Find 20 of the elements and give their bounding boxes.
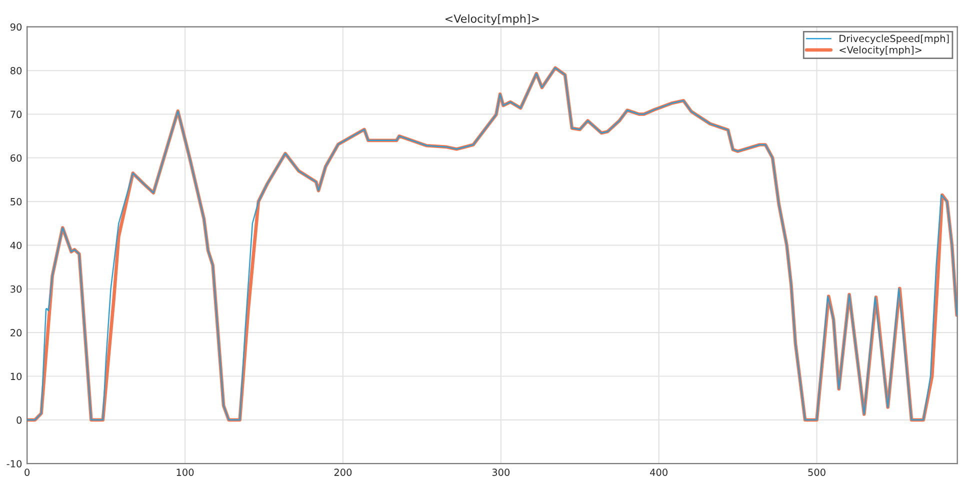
chart-title: <Velocity[mph]> — [445, 14, 539, 25]
x-tick-label: 100 — [176, 468, 194, 476]
y-tick-label: 30 — [10, 285, 22, 293]
y-tick-label: 10 — [10, 372, 22, 380]
y-tick-label: 0 — [16, 416, 22, 424]
legend-label: DrivecycleSpeed[mph] — [840, 34, 949, 44]
y-tick-label: 40 — [10, 242, 22, 250]
x-tick-label: 0 — [24, 468, 30, 476]
y-tick-label: 90 — [10, 23, 22, 31]
y-tick-label: 20 — [10, 329, 22, 336]
y-tick-label: 80 — [10, 66, 22, 74]
x-tick-label: 300 — [492, 468, 510, 476]
y-tick-label: 70 — [10, 110, 22, 118]
x-tick-label: 500 — [808, 468, 826, 476]
y-tick-label: 60 — [10, 154, 22, 162]
x-tick-label: 400 — [650, 468, 668, 476]
y-tick-label: 50 — [10, 198, 22, 206]
legend-label: <Velocity[mph]> — [840, 46, 922, 56]
x-tick-label: 200 — [334, 468, 352, 476]
y-tick-label: -10 — [6, 460, 22, 468]
